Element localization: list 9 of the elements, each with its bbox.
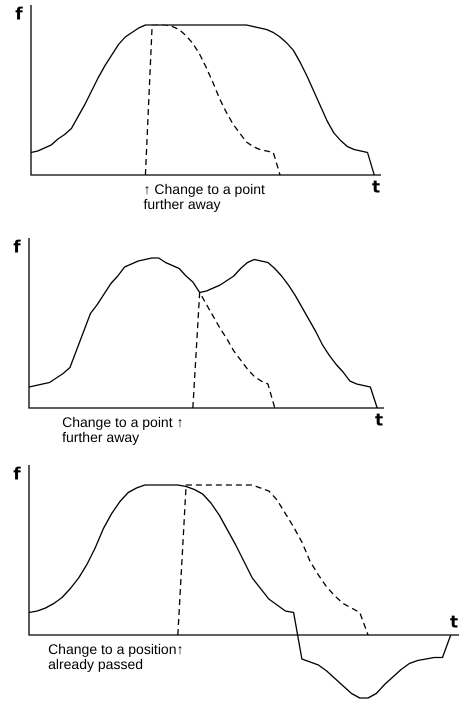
annotation: Change to a position↑ already passed	[48, 641, 184, 672]
y-axis-title: f	[13, 464, 22, 484]
y-axis-title: f	[13, 237, 22, 258]
x-axis-title: t	[450, 612, 458, 632]
y-axis-title: f	[15, 4, 24, 24]
text: ↑ Change to a point further away	[144, 181, 266, 212]
text: Change to a point ↑ further away	[62, 414, 184, 445]
x-axis-title: t	[372, 177, 380, 198]
x-axis-title: t	[374, 410, 384, 430]
